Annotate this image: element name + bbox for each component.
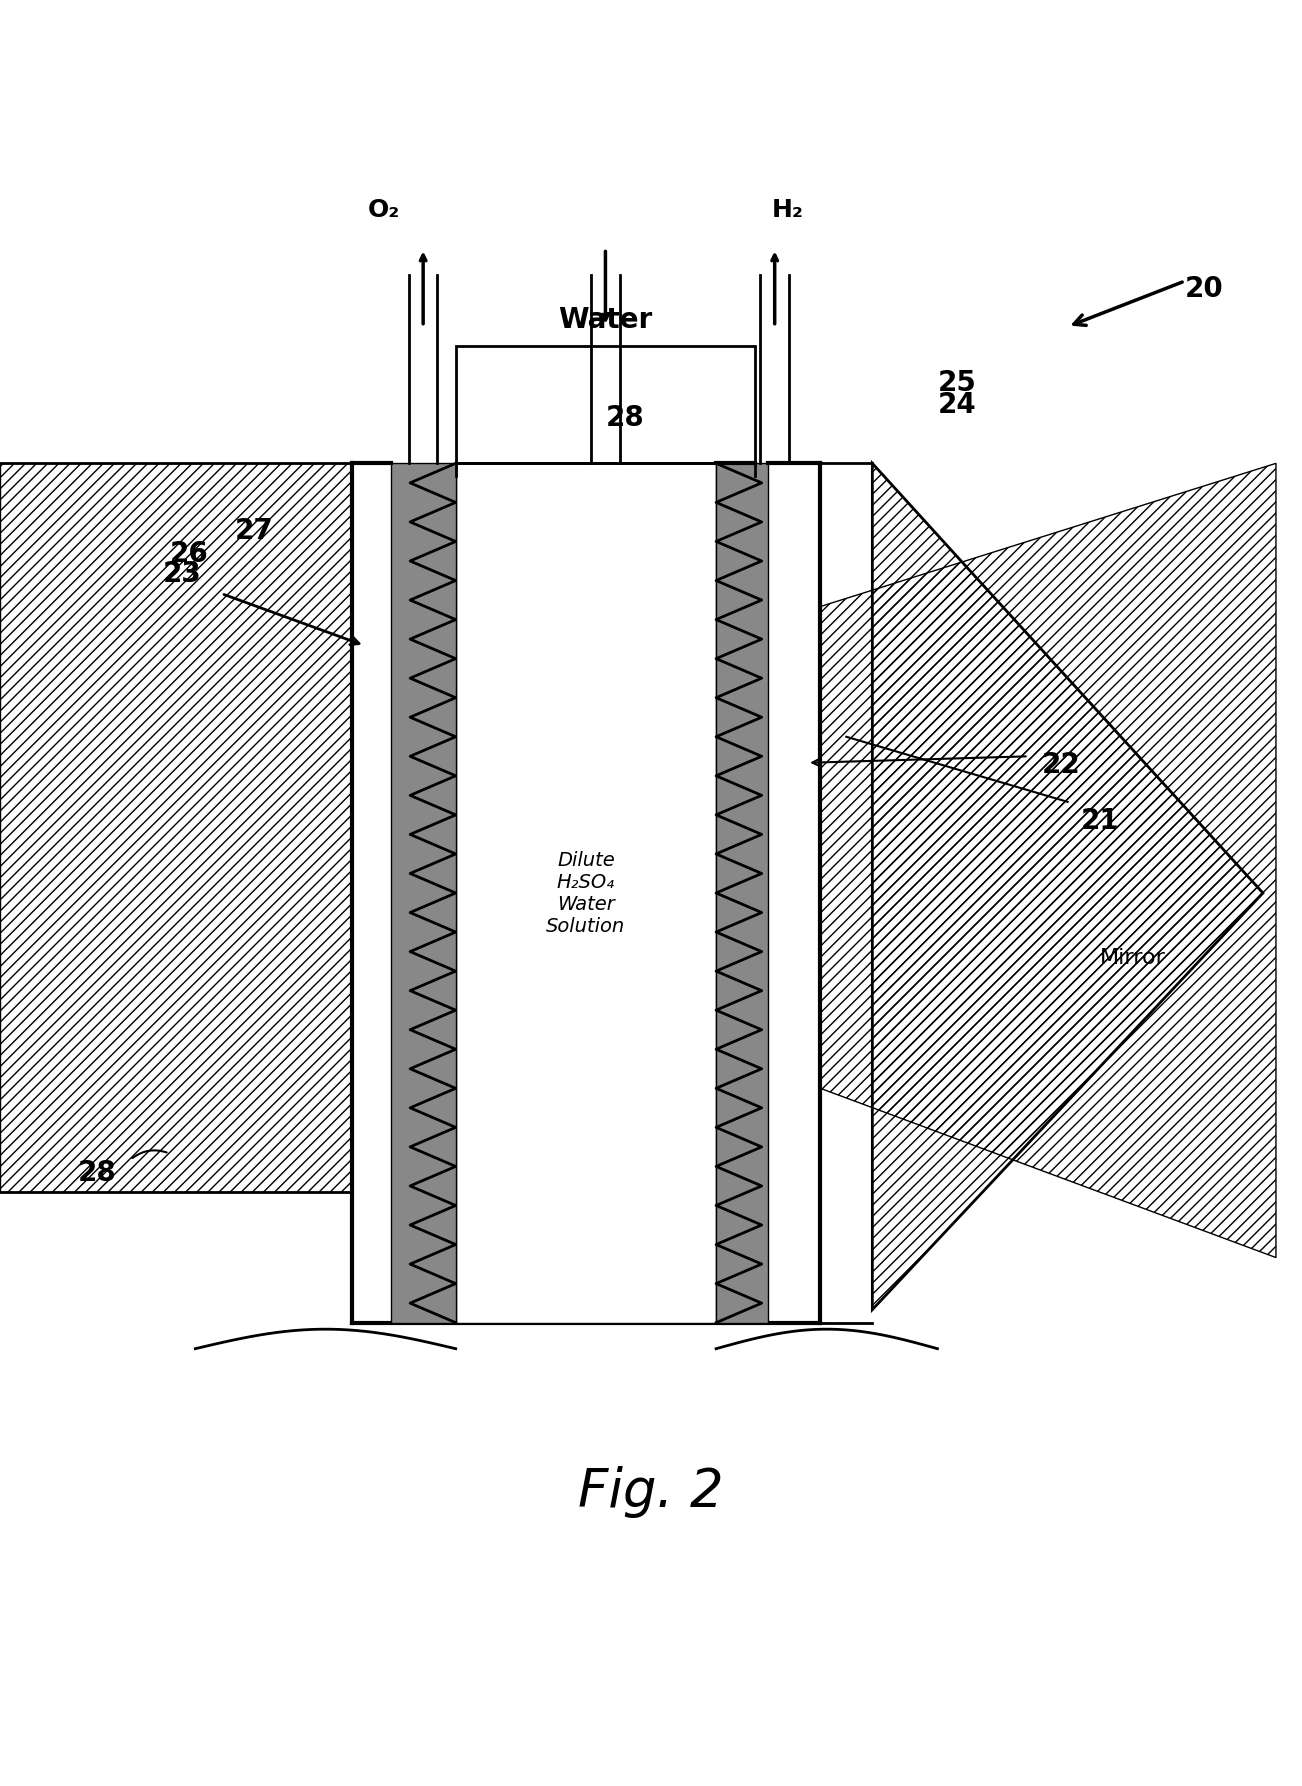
Text: 20: 20 [1185,275,1224,302]
Text: Fig. 2: Fig. 2 [578,1466,724,1518]
Text: O₂: O₂ [368,198,400,223]
Polygon shape [716,463,768,1323]
Text: Water: Water [559,305,652,334]
Text: 28: 28 [605,404,644,432]
Text: 28: 28 [78,1159,117,1188]
Text: 27: 27 [234,516,273,545]
Polygon shape [456,346,755,463]
Text: 21: 21 [1081,807,1120,836]
Text: 24: 24 [937,391,976,418]
Text: 25: 25 [937,368,976,396]
Text: 26: 26 [169,541,208,568]
Polygon shape [456,463,716,1323]
Text: Mirror: Mirror [1100,948,1165,968]
Text: 23: 23 [163,561,202,588]
Text: Dilute
H₂SO₄
Water
Solution: Dilute H₂SO₄ Water Solution [547,850,625,936]
Polygon shape [391,463,456,1323]
Text: H₂: H₂ [772,198,803,223]
Text: 22: 22 [1042,752,1081,779]
